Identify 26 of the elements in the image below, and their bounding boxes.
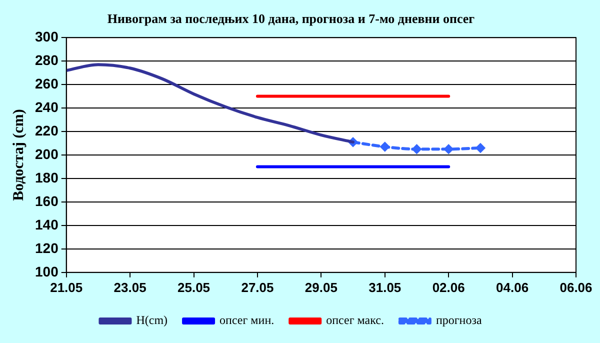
y-tick-label: 100 [35,263,59,280]
y-tick-label: 160 [35,192,59,209]
y-tick-label: 140 [35,216,59,232]
legend-label: опсег макс. [326,313,384,328]
y-tick-label: 200 [35,146,59,162]
x-tick-label: 23.05 [114,280,146,295]
x-tick-label: 31.05 [368,280,402,295]
y-tick-label: 300 [35,28,59,44]
y-tick-label: 240 [35,98,59,115]
x-tick-label: 29.05 [304,280,338,295]
x-tick-label: 06.06 [560,280,592,295]
y-tick-label: 180 [35,169,59,186]
legend-label: H(cm) [136,313,168,328]
y-tick-label: 220 [35,122,59,138]
x-tick-label: 25.05 [177,280,210,295]
legend-label: опсег мин. [220,313,274,328]
y-tick-label: 120 [35,240,59,256]
y-axis-title: Водостај (cm) [10,109,27,201]
x-tick-label: 04.06 [496,280,529,295]
y-tick-label: 280 [35,52,59,68]
legend-label: прогноза [436,313,482,328]
x-tick-label: 21.05 [50,280,83,295]
y-tick-label: 260 [35,75,59,92]
x-tick-label: 27.05 [241,280,274,295]
x-tick-label: 02.06 [432,280,465,295]
chart-title: Нивограм за последњих 10 дана, прогноза и 7-мо дневни опсег [107,11,475,26]
